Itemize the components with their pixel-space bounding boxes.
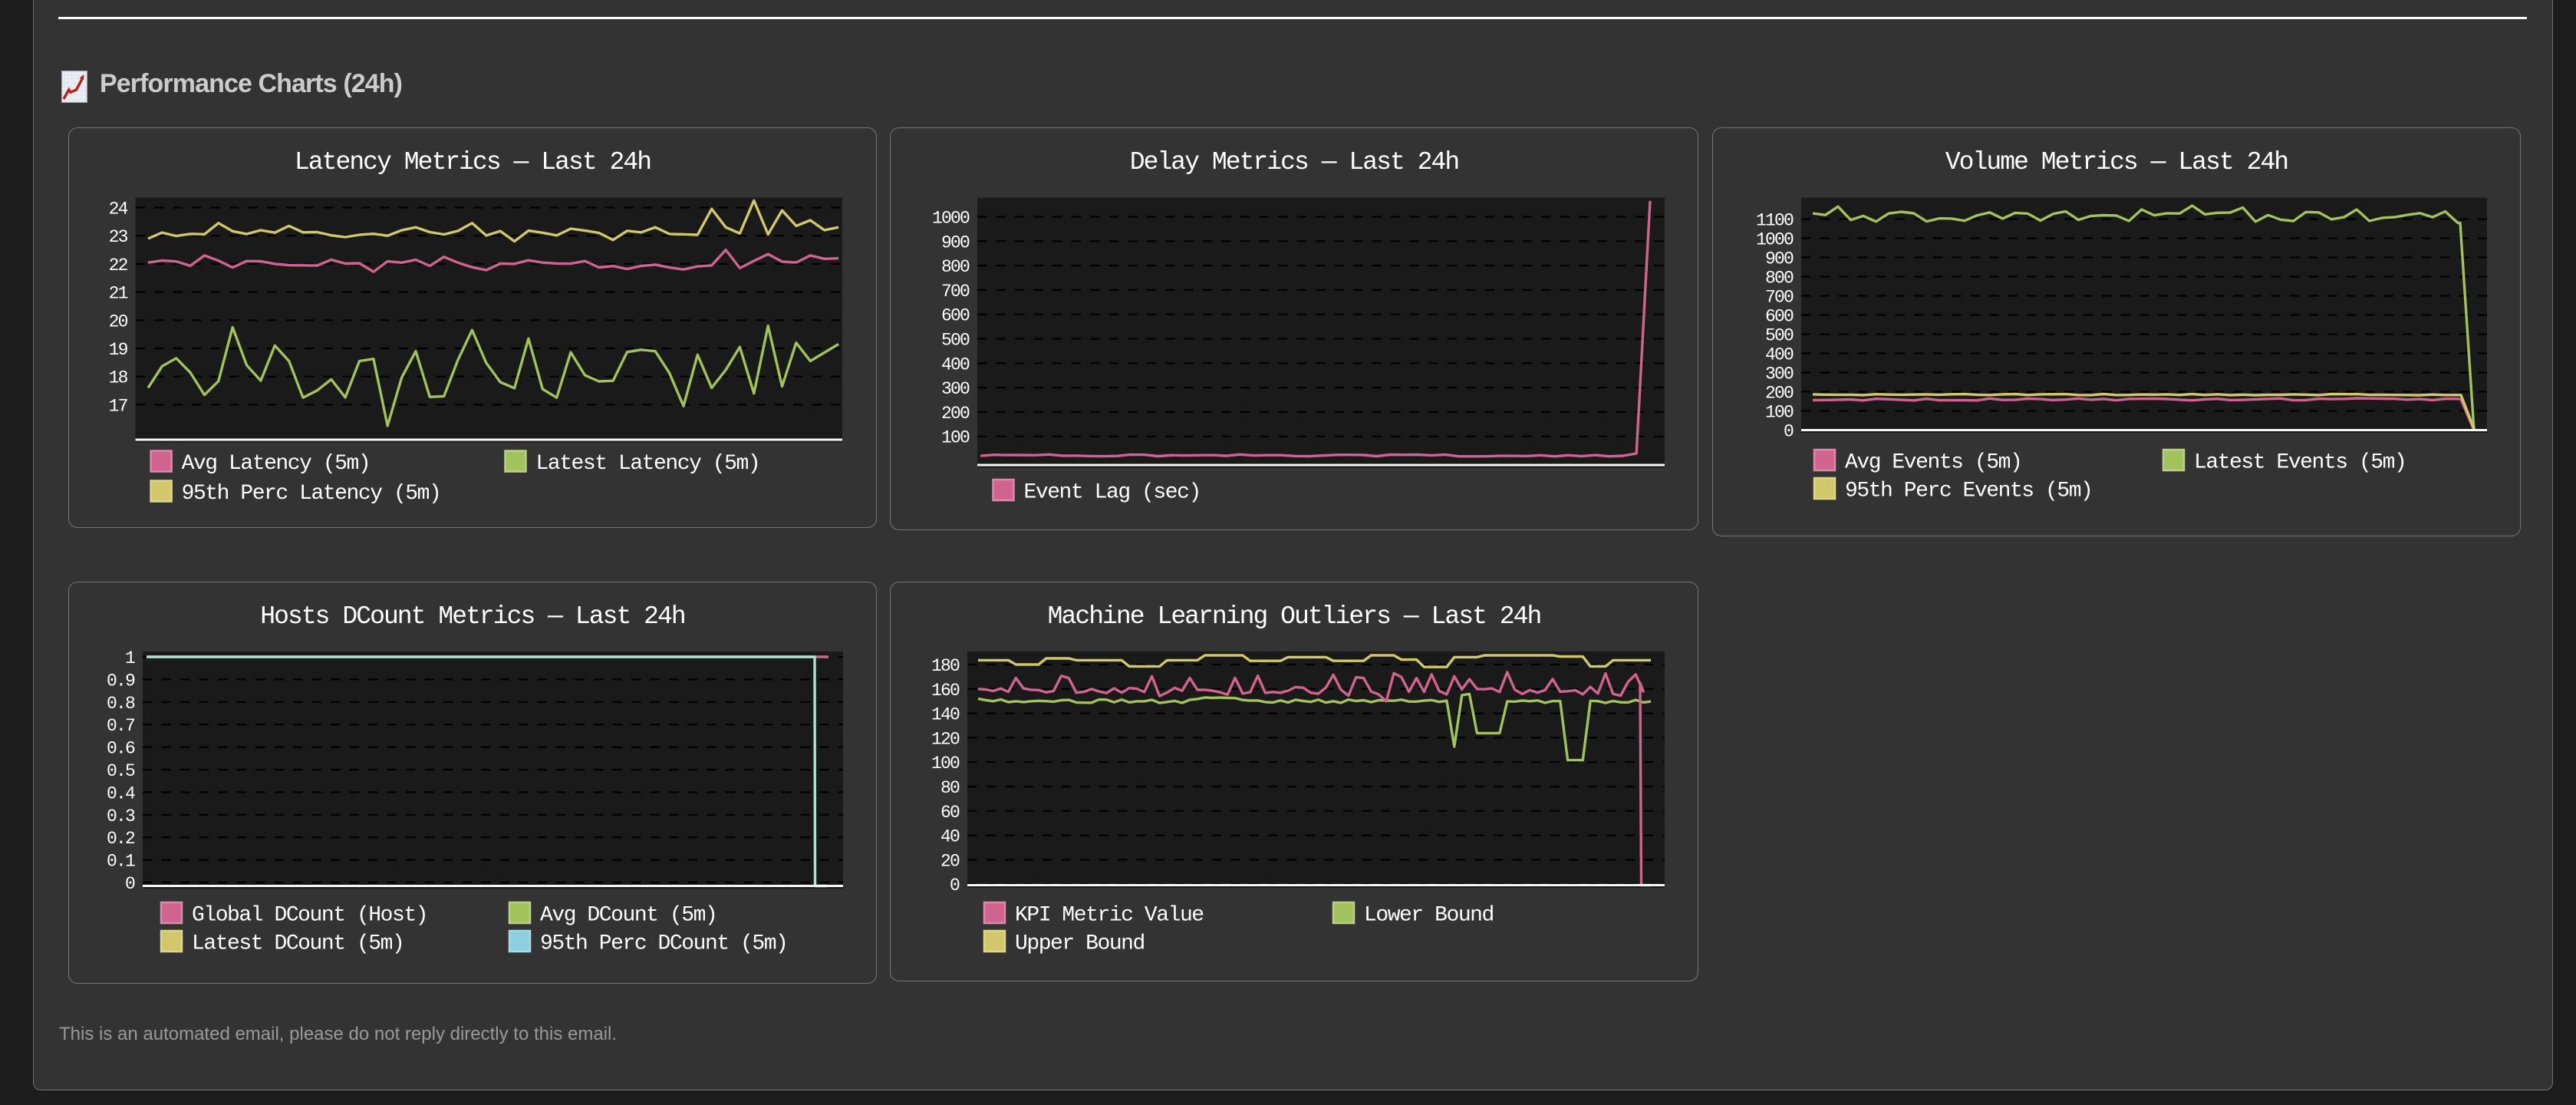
svg-text:Avg DCount (5m): Avg DCount (5m) [540, 904, 716, 928]
svg-text:23: 23 [109, 227, 128, 247]
svg-text:Global DCount (Host): Global DCount (Host) [192, 904, 427, 928]
svg-text:100: 100 [931, 754, 960, 774]
svg-text:140: 140 [931, 705, 960, 725]
svg-text:300: 300 [941, 379, 970, 399]
svg-text:20: 20 [109, 312, 128, 332]
svg-text:0.9: 0.9 [107, 671, 135, 691]
svg-text:Machine Learning Outliers — La: Machine Learning Outliers — Last 24h [1048, 602, 1541, 631]
svg-text:600: 600 [941, 306, 970, 326]
svg-text:22: 22 [109, 256, 128, 275]
svg-text:100: 100 [941, 428, 970, 448]
svg-text:60: 60 [940, 803, 960, 823]
svg-text:17: 17 [109, 396, 127, 416]
svg-text:Latest Latency (5m): Latest Latency (5m) [536, 452, 760, 476]
svg-text:200: 200 [941, 404, 970, 424]
svg-text:Lower Bound: Lower Bound [1364, 904, 1494, 928]
svg-text:1000: 1000 [932, 209, 970, 229]
svg-text:0.3: 0.3 [107, 806, 135, 826]
svg-text:Avg Latency (5m): Avg Latency (5m) [182, 452, 371, 476]
svg-text:Volume Metrics — Last 24h: Volume Metrics — Last 24h [1945, 148, 2288, 176]
svg-text:160: 160 [931, 681, 960, 701]
svg-text:1: 1 [125, 648, 135, 668]
svg-text:Latest Events (5m): Latest Events (5m) [2194, 451, 2406, 475]
svg-text:19: 19 [109, 340, 128, 360]
svg-text:200: 200 [1765, 384, 1794, 404]
svg-text:0.1: 0.1 [107, 852, 135, 872]
svg-text:0.8: 0.8 [107, 694, 135, 714]
svg-text:1100: 1100 [1756, 211, 1794, 231]
svg-text:0.2: 0.2 [107, 829, 135, 849]
svg-text:20: 20 [940, 851, 960, 871]
svg-text:0.6: 0.6 [107, 739, 135, 759]
svg-text:Hosts DCount Metrics — Last 24: Hosts DCount Metrics — Last 24h [260, 602, 684, 631]
svg-text:Upper Bound: Upper Bound [1015, 932, 1145, 956]
svg-text:0: 0 [1784, 422, 1794, 442]
svg-text:120: 120 [931, 729, 960, 749]
svg-text:180: 180 [931, 656, 960, 676]
svg-text:80: 80 [940, 778, 960, 798]
svg-text:0.7: 0.7 [107, 716, 134, 736]
svg-text:400: 400 [1765, 345, 1794, 365]
svg-text:700: 700 [1765, 288, 1794, 308]
svg-text:Delay Metrics — Last 24h: Delay Metrics — Last 24h [1130, 148, 1458, 176]
svg-text:1000: 1000 [1756, 230, 1794, 250]
svg-text:100: 100 [1765, 403, 1794, 423]
svg-text:KPI Metric Value: KPI Metric Value [1015, 904, 1204, 928]
svg-text:18: 18 [109, 368, 128, 388]
svg-text:Latency Metrics — Last 24h: Latency Metrics — Last 24h [295, 148, 651, 176]
svg-text:Latest DCount (5m): Latest DCount (5m) [192, 932, 404, 956]
svg-text:300: 300 [1765, 364, 1794, 384]
svg-text:95th Perc DCount (5m): 95th Perc DCount (5m) [540, 932, 787, 956]
svg-text:0.5: 0.5 [107, 761, 135, 781]
svg-text:900: 900 [1765, 249, 1794, 269]
svg-text:700: 700 [941, 282, 970, 302]
svg-text:0.4: 0.4 [107, 783, 135, 803]
svg-text:0: 0 [950, 876, 960, 896]
svg-text:95th Perc Latency (5m): 95th Perc Latency (5m) [182, 482, 441, 506]
svg-text:0: 0 [125, 874, 135, 894]
svg-text:21: 21 [109, 284, 128, 304]
svg-text:800: 800 [1765, 269, 1794, 289]
svg-text:95th Perc Events (5m): 95th Perc Events (5m) [1845, 480, 2092, 503]
svg-text:Avg Events (5m): Avg Events (5m) [1845, 451, 2021, 475]
svg-text:Event Lag (sec): Event Lag (sec) [1024, 481, 1201, 505]
svg-text:900: 900 [941, 233, 970, 252]
svg-text:600: 600 [1765, 307, 1794, 327]
svg-text:400: 400 [941, 355, 970, 374]
svg-text:40: 40 [940, 827, 960, 847]
svg-text:800: 800 [941, 257, 970, 277]
svg-text:500: 500 [941, 331, 970, 351]
svg-text:500: 500 [1765, 326, 1794, 346]
svg-text:24: 24 [109, 200, 128, 219]
